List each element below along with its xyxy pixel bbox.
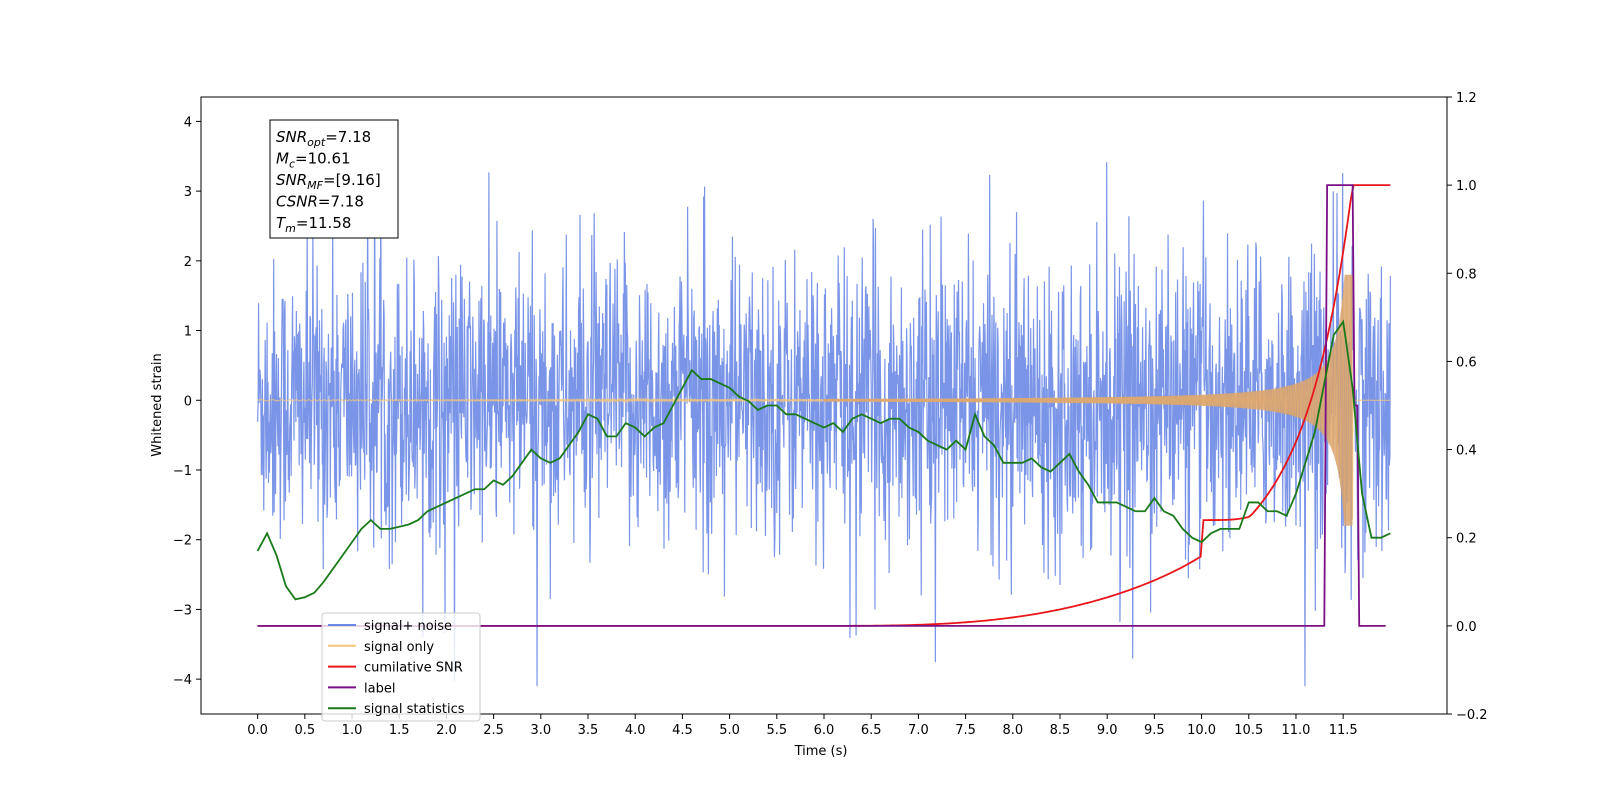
x-tick-label: 10.0: [1187, 723, 1216, 738]
annotation-symbol: CSNR: [276, 193, 318, 211]
x-tick-label: 5.5: [766, 723, 787, 738]
y-left-tick-label: 2: [184, 255, 192, 270]
legend-label: cumilative SNR: [364, 661, 463, 676]
x-tick-label: 8.5: [1050, 723, 1071, 738]
y-right-tick-label: 1.0: [1456, 179, 1477, 194]
x-tick-label: 4.0: [625, 723, 646, 738]
legend-label: signal+ noise: [364, 619, 452, 634]
x-tick-label: 9.0: [1097, 723, 1118, 738]
x-axis: 0.0 0.5 1.0 1.5 2.0 2.5 3.0 3.5 4.0 4.5 5.0 5.5 6.0 6…: [247, 714, 1358, 738]
y-left-tick-label: 1: [184, 325, 192, 340]
x-tick-label: 11.5: [1329, 723, 1358, 738]
x-tick-label: 3.5: [578, 723, 599, 738]
y-left-tick-label: 4: [184, 115, 192, 130]
x-tick-label: 9.5: [1144, 723, 1165, 738]
annotation-symbol: SNR: [276, 128, 307, 146]
y-right-tick-label: 0.8: [1456, 267, 1477, 282]
legend-label: signal statistics: [364, 702, 465, 717]
annotation-line: Tm=11.58: [276, 214, 351, 235]
x-tick-label: 2.5: [483, 723, 504, 738]
legend-frame: [321, 612, 481, 722]
y-left-tick-label: −1: [173, 464, 192, 479]
x-tick-label: 7.5: [955, 723, 976, 738]
annotation-box: SNRopt=7.18Mc=10.61SNRMF=[9.16]CSNR=7.18…: [269, 119, 399, 239]
x-tick-label: 8.0: [1002, 723, 1023, 738]
y-left-tick-label: −2: [173, 534, 192, 549]
annotation-line: SNRopt=7.18: [276, 128, 371, 149]
x-tick-label: 6.5: [861, 723, 882, 738]
x-tick-label: 1.0: [342, 723, 363, 738]
annotation-subscript: m: [285, 222, 296, 235]
y-left-tick-label: 3: [184, 185, 192, 200]
annotation-symbol: M: [276, 150, 289, 168]
series-label: [257, 184, 1386, 627]
y-axis-left-label: Whitened strain: [150, 353, 165, 456]
annotation-value: =7.18: [325, 128, 371, 146]
x-tick-label: 4.5: [672, 723, 693, 738]
series-signal-statistics: [256, 319, 1391, 601]
series-signal-noise: [257, 134, 1391, 687]
x-tick-label: 1.5: [389, 723, 410, 738]
annotation-symbol: T: [276, 214, 287, 232]
series-signal-only-envelope: [824, 274, 1353, 526]
y-right-tick-label: −0.2: [1456, 708, 1488, 723]
y-right-tick-label: 0.0: [1456, 620, 1477, 635]
y-axis-left: −4 −3 −2 −1 0 1 2 3 4: [173, 115, 201, 688]
annotation-value: =11.58: [296, 214, 352, 232]
x-tick-label: 2.0: [436, 723, 457, 738]
x-tick-label: 3.0: [530, 723, 551, 738]
annotation-subscript: opt: [307, 136, 326, 149]
legend-label: label: [364, 681, 395, 696]
x-tick-label: 0.5: [294, 723, 315, 738]
annotation-value: =10.61: [295, 150, 351, 168]
annotation-line: CSNR=7.18: [276, 193, 364, 211]
y-right-tick-label: 0.2: [1456, 532, 1477, 547]
y-left-tick-label: 0: [184, 394, 192, 409]
annotation-frame: [269, 119, 399, 239]
annotation-line: SNRMF=[9.16]: [276, 171, 381, 192]
y-left-tick-label: −3: [173, 603, 192, 618]
y-right-tick-label: 1.2: [1456, 91, 1477, 106]
y-axis-right: −0.2 0.0 0.2 0.4 0.6 0.8 1.0 1.2: [1447, 91, 1488, 723]
y-left-tick-label: −4: [173, 673, 192, 688]
annotation-line: Mc=10.61: [276, 150, 351, 171]
annotation-value: =[9.16]: [323, 171, 381, 189]
x-axis-label: Time (s): [794, 744, 848, 759]
annotation-subscript: MF: [307, 179, 323, 192]
legend-label: signal only: [364, 640, 434, 655]
x-tick-label: 6.0: [814, 723, 835, 738]
x-tick-label: 5.0: [719, 723, 740, 738]
y-right-tick-label: 0.4: [1456, 444, 1477, 459]
y-right-tick-label: 0.6: [1456, 355, 1477, 370]
annotation-value: =7.18: [318, 193, 364, 211]
legend: signal+ noise signal only cumilative SNR la…: [321, 612, 481, 722]
x-tick-label: 0.0: [247, 723, 268, 738]
x-tick-label: 11.0: [1281, 723, 1310, 738]
x-tick-label: 7.0: [908, 723, 929, 738]
annotation-symbol: SNR: [276, 171, 307, 189]
x-tick-label: 10.5: [1234, 723, 1263, 738]
annotation-subscript: c: [289, 158, 295, 171]
